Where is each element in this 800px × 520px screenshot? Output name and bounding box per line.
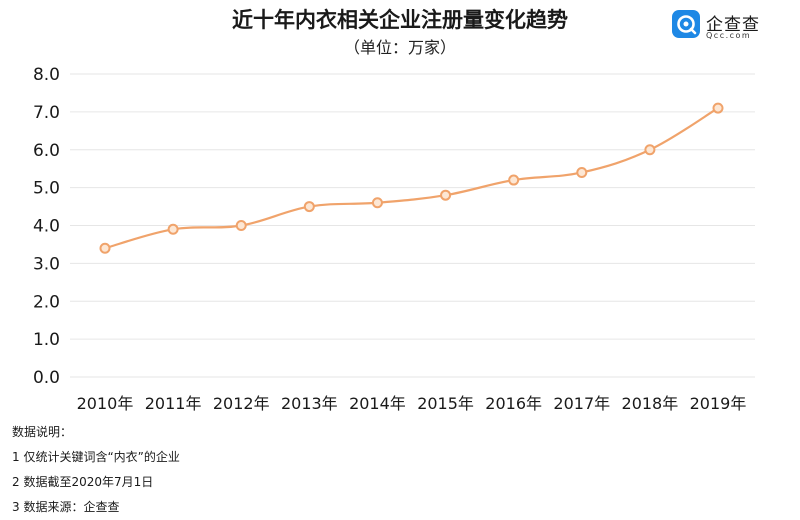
x-tick-label: 2010年 bbox=[77, 394, 134, 413]
data-point bbox=[235, 220, 247, 231]
data-point bbox=[303, 201, 315, 213]
x-tick-label: 2016年 bbox=[485, 394, 542, 413]
y-tick-label: 0.0 bbox=[33, 368, 60, 388]
x-tick-label: 2017年 bbox=[553, 394, 610, 413]
chart-subtitle: （单位：万家） bbox=[343, 38, 456, 57]
x-tick-label: 2011年 bbox=[145, 394, 202, 413]
y-tick-label: 8.0 bbox=[33, 65, 60, 85]
data-point bbox=[167, 223, 179, 235]
y-tick-label: 6.0 bbox=[33, 141, 60, 161]
note-item-2: 2 数据截至2020年7月1日 bbox=[12, 475, 154, 489]
data-point bbox=[508, 174, 520, 186]
x-tick-label: 2012年 bbox=[213, 394, 270, 413]
y-axis-ticks: 0.0 1.0 2.0 3.0 4.0 5.0 6.0 7.0 8.0 bbox=[33, 65, 60, 388]
chart-title: 近十年内衣相关企业注册量变化趋势 bbox=[232, 8, 568, 32]
x-axis-ticks: 2010年 2011年 2012年 2013年 2014年 2015年 2016年 2017年… bbox=[77, 394, 747, 413]
data-point bbox=[371, 197, 383, 209]
data-notes: 数据说明： 1 仅统计关键词含“内衣”的企业 2 数据截至2020年7月1日 3… bbox=[12, 420, 180, 520]
x-tick-label: 2019年 bbox=[690, 394, 747, 413]
x-tick-label: 2018年 bbox=[622, 394, 679, 413]
y-tick-label: 3.0 bbox=[33, 254, 60, 274]
data-point bbox=[440, 189, 452, 201]
note-item-3: 3 数据来源：企查查 bbox=[12, 500, 120, 514]
y-tick-label: 4.0 bbox=[33, 217, 60, 237]
series-line bbox=[104, 107, 719, 250]
notes-heading: 数据说明： bbox=[12, 425, 73, 439]
note-item-1: 1 仅统计关键词含“内衣”的企业 bbox=[12, 450, 180, 464]
y-tick-label: 2.0 bbox=[33, 292, 60, 312]
x-tick-label: 2014年 bbox=[349, 394, 406, 413]
data-point bbox=[99, 242, 111, 254]
data-point bbox=[576, 166, 588, 178]
x-tick-label: 2013年 bbox=[281, 394, 338, 413]
brand-logo: 企查查 Qcc.com bbox=[672, 10, 792, 44]
y-tick-label: 1.0 bbox=[33, 330, 60, 350]
brand-domain: Qcc.com bbox=[706, 31, 752, 40]
brand-name: 企查查 bbox=[706, 15, 760, 35]
line-chart: 0.01.02.03.04.05.06.07.08.0 2010年 2011年 20… bbox=[33, 65, 755, 413]
qcc-logo-icon bbox=[672, 10, 700, 38]
x-tick-label: 2015年 bbox=[417, 394, 474, 413]
y-tick-label: 7.0 bbox=[33, 103, 60, 123]
data-points bbox=[99, 102, 724, 254]
y-tick-label: 5.0 bbox=[33, 179, 60, 199]
data-point bbox=[712, 102, 724, 114]
data-point bbox=[644, 144, 656, 156]
grid-lines bbox=[70, 73, 755, 378]
